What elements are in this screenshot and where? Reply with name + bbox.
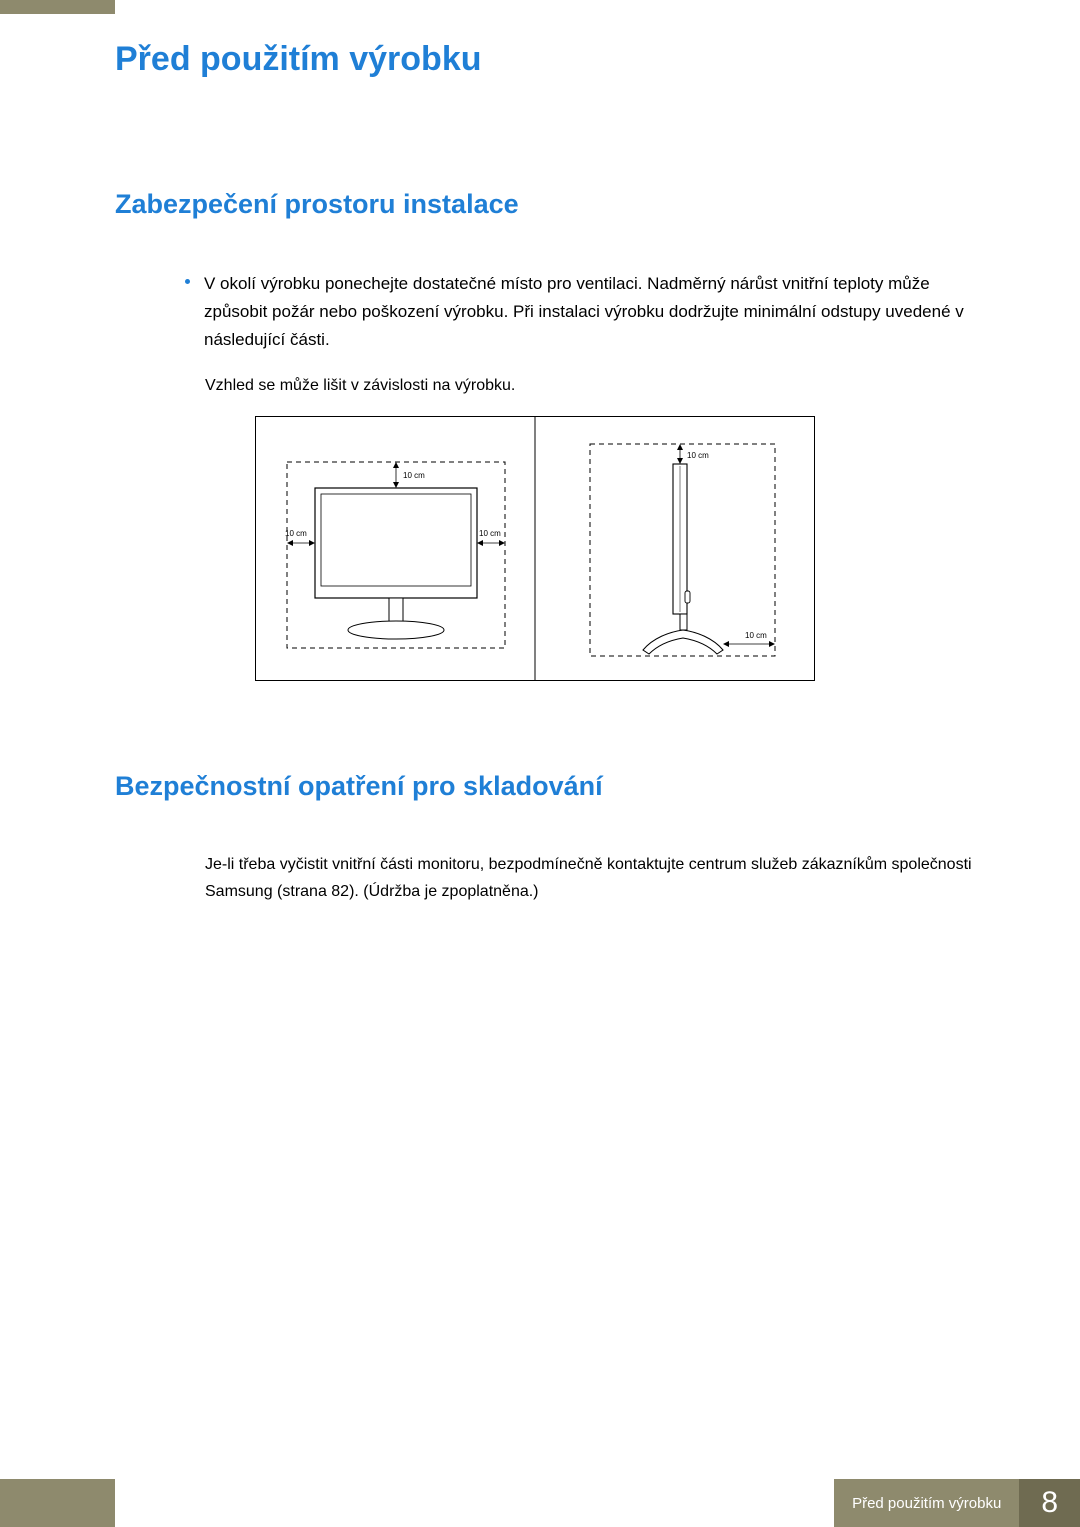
dim-side-top: 10 cm	[687, 451, 709, 460]
page-footer: Před použitím výrobku 8	[0, 1479, 1080, 1527]
footer-right-block: Před použitím výrobku 8	[834, 1479, 1080, 1527]
bullet-icon	[185, 279, 190, 284]
dim-front-top: 10 cm	[403, 471, 425, 480]
footer-chapter-label: Před použitím výrobku	[834, 1479, 1019, 1527]
footer-left-stripe	[0, 1479, 115, 1527]
dim-front-right: 10 cm	[479, 529, 501, 538]
dim-front-left: 10 cm	[285, 529, 307, 538]
page-content: Před použitím výrobku Zabezpečení prosto…	[0, 0, 1080, 1527]
storage-body-text: Je-li třeba vyčistit vnitřní části monit…	[205, 852, 980, 905]
install-note-text: Vzhled se může lišit v závislosti na výr…	[205, 374, 1020, 398]
chapter-title: Před použitím výrobku	[115, 40, 1020, 79]
install-bullet-text: V okolí výrobku ponechejte dostatečné mí…	[204, 270, 980, 354]
footer-page-number: 8	[1019, 1479, 1080, 1527]
dim-side-right: 10 cm	[745, 631, 767, 640]
section-title-install: Zabezpečení prostoru instalace	[115, 189, 1020, 220]
install-bullet-block: V okolí výrobku ponechejte dostatečné mí…	[185, 270, 980, 354]
section-title-storage: Bezpečnostní opatření pro skladování	[115, 771, 1020, 802]
clearance-diagram: 10 cm 10 cm 10 cm	[255, 416, 815, 681]
